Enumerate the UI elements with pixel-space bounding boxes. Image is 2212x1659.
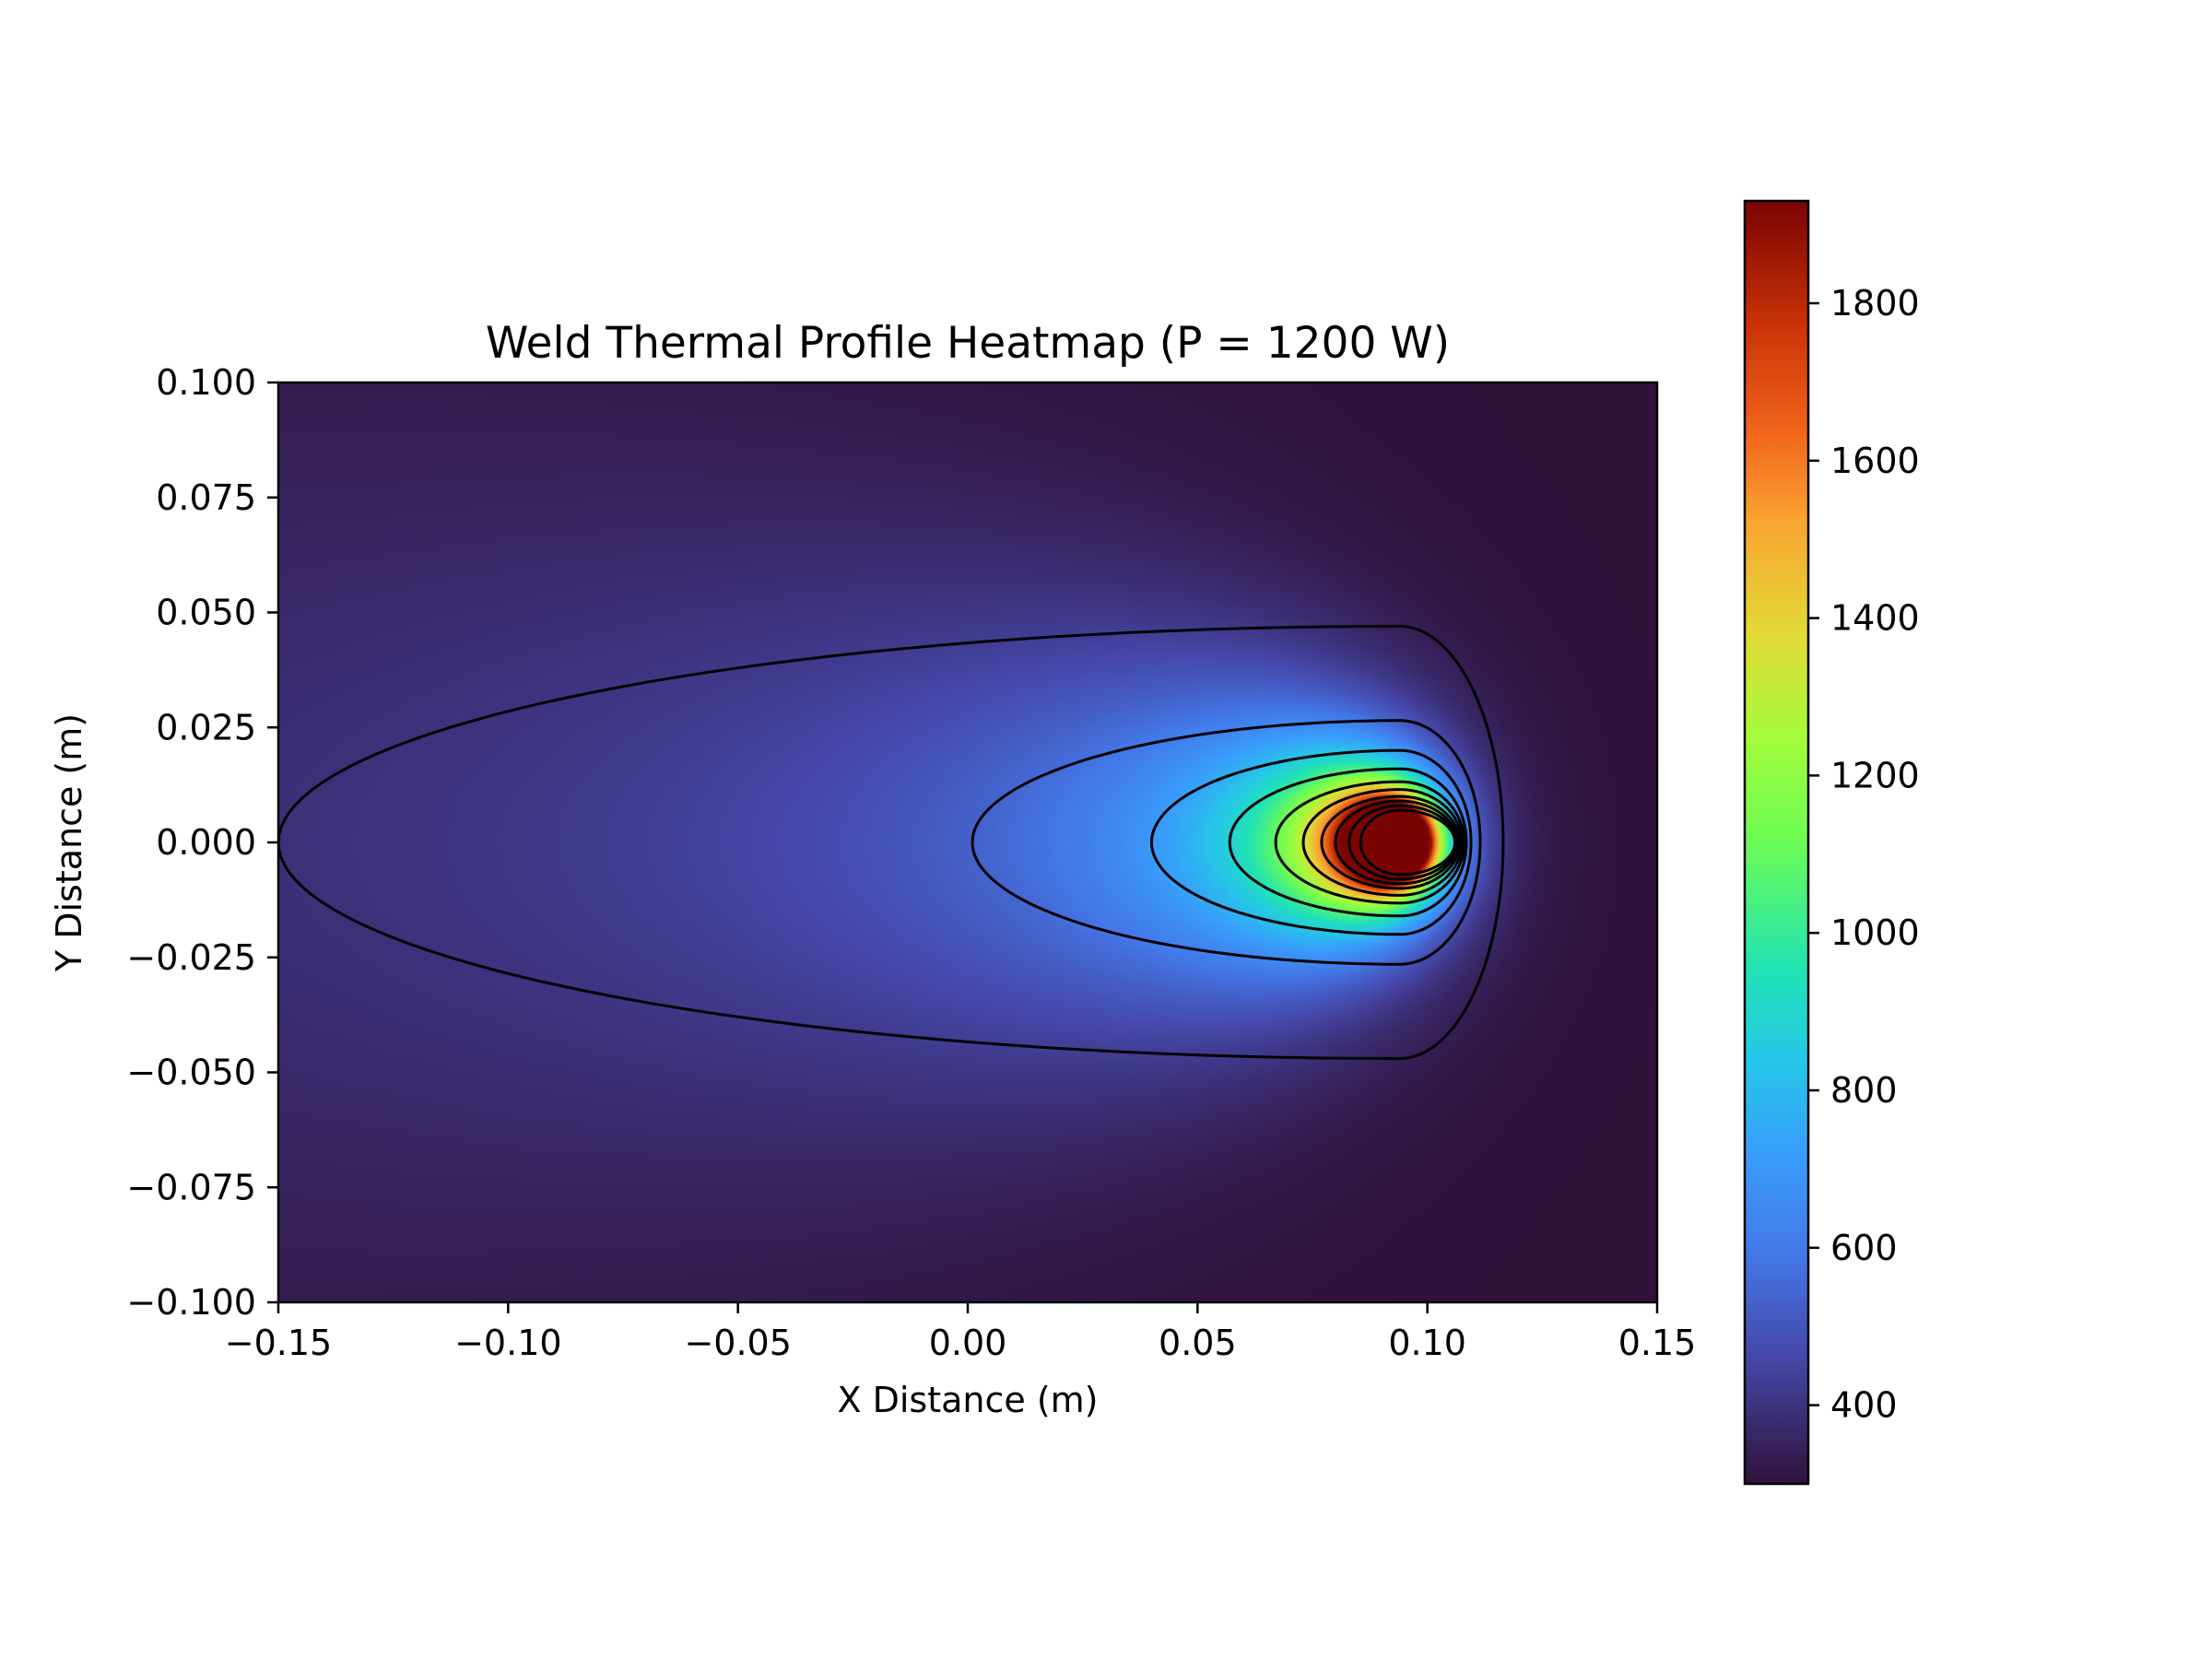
x-tick-label: −0.15 (225, 1323, 332, 1363)
colorbar-tick-label: 600 (1830, 1228, 1898, 1268)
y-tick-label: 0.050 (156, 593, 256, 633)
x-tick-label: 0.15 (1618, 1323, 1697, 1363)
x-tick-label: −0.05 (684, 1323, 791, 1363)
colorbar-tick-label: 1800 (1830, 283, 1920, 324)
contour-line-7 (1320, 794, 1462, 890)
y-tick-label: −0.100 (126, 1282, 256, 1323)
contour-lines (278, 624, 1505, 1061)
x-tick-label: −0.10 (454, 1323, 561, 1363)
contour-line-8 (1334, 799, 1459, 886)
x-tick-label: 0.00 (929, 1323, 1007, 1363)
y-tick-label: 0.000 (156, 822, 256, 863)
plot-area (276, 381, 1659, 1304)
contour-line-5 (1274, 780, 1466, 905)
contour-line-4 (1228, 767, 1468, 918)
y-axis-label: Y Distance (m) (49, 713, 89, 972)
colorbar-tick-label: 1600 (1830, 441, 1920, 481)
colorbar: 400 600 800 1000 1200 1400 1600 1800 (1743, 199, 1920, 1486)
y-tick-label: −0.050 (126, 1053, 256, 1093)
colorbar-tick-label: 800 (1830, 1070, 1898, 1111)
heatmap-field (278, 382, 1657, 1302)
colorbar-tick-label: 400 (1830, 1385, 1898, 1426)
y-tick-label: 0.100 (156, 362, 256, 403)
colorbar-gradient (1745, 201, 1808, 1484)
contour-line-9 (1347, 804, 1458, 881)
chart-title: Weld Thermal Profile Heatmap (P = 1200 W… (486, 318, 1450, 369)
y-tick-label: 0.075 (156, 477, 256, 518)
x-axis: −0.15 −0.10 −0.05 0.00 0.05 0.10 0.15 (225, 1302, 1697, 1363)
x-tick-label: 0.05 (1159, 1323, 1237, 1363)
x-axis-label: X Distance (m) (837, 1380, 1098, 1420)
colorbar-tick-label: 1200 (1830, 755, 1920, 795)
contour-line-10 (1359, 808, 1457, 877)
y-tick-label: −0.075 (126, 1167, 256, 1207)
colorbar-frame (1743, 199, 1810, 1486)
y-tick-label: 0.025 (156, 707, 256, 747)
contour-line-6 (1301, 788, 1464, 897)
x-tick-label: 0.10 (1388, 1323, 1466, 1363)
colorbar-ticks: 400 600 800 1000 1200 1400 1600 1800 (1808, 283, 1920, 1426)
y-tick-label: −0.025 (126, 937, 256, 978)
contour-line-2 (971, 719, 1482, 966)
contour-line-1 (278, 624, 1505, 1061)
colorbar-tick-label: 1000 (1830, 912, 1920, 953)
colorbar-tick-label: 1400 (1830, 598, 1920, 639)
contour-line-3 (1149, 748, 1473, 936)
y-axis: −0.100 −0.075 −0.050 −0.025 0.000 0.025 0.050 0… (126, 362, 278, 1323)
